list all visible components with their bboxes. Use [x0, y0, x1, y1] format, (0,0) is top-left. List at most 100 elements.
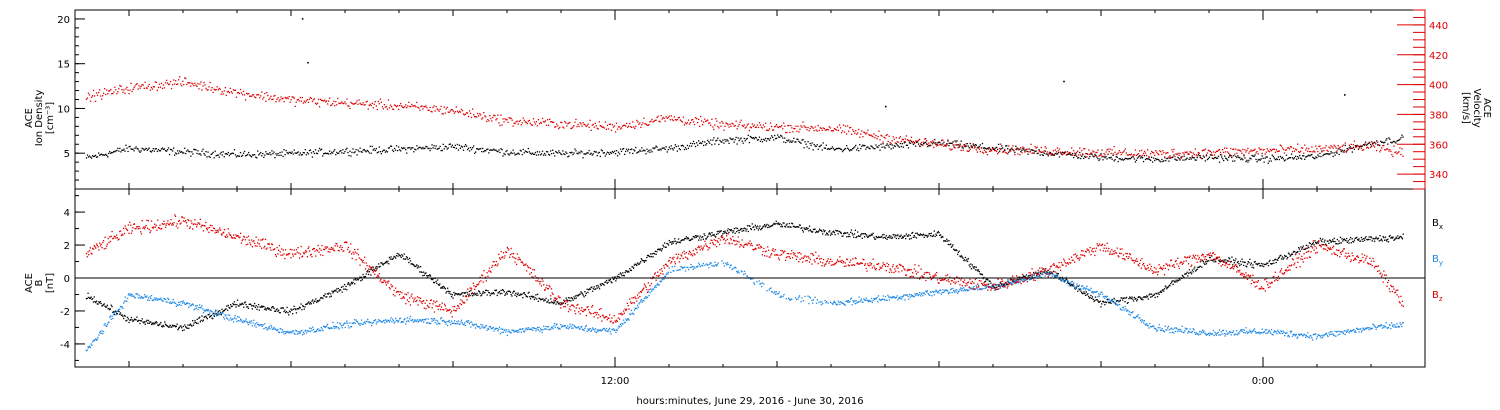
velocity-point: [792, 131, 794, 133]
density-point: [841, 150, 844, 153]
Bx-point: [606, 282, 608, 284]
velocity-point: [447, 111, 449, 113]
velocity-point: [1362, 149, 1365, 151]
velocity-point: [455, 106, 457, 108]
Bx-point: [1233, 262, 1235, 264]
Bx-point: [747, 230, 749, 233]
velocity-point: [1082, 153, 1084, 155]
velocity-point: [724, 125, 726, 127]
Bx-point: [787, 226, 789, 228]
Bx-point: [590, 287, 592, 289]
velocity-point: [473, 114, 475, 116]
density-point: [335, 154, 337, 156]
Bx-point: [895, 237, 897, 240]
Bx-point: [1072, 283, 1074, 285]
By-point: [146, 295, 148, 297]
Bx-point: [128, 321, 130, 324]
velocity-point: [786, 131, 788, 134]
Bx-point: [1115, 300, 1118, 302]
Bx-point: [115, 310, 117, 312]
Bx-point: [650, 255, 653, 258]
velocity-point: [534, 123, 537, 125]
Bx-point: [1394, 238, 1397, 240]
Bx-point: [1379, 235, 1381, 237]
By-point: [130, 295, 133, 297]
Bx-point: [122, 315, 124, 318]
Bx-point: [466, 291, 468, 293]
By-point: [159, 298, 161, 301]
velocity-point: [435, 105, 437, 108]
By-point: [138, 294, 140, 297]
velocity-point: [1245, 151, 1247, 153]
Bx-point: [1396, 237, 1398, 239]
density-point: [716, 139, 718, 141]
Bx-point: [941, 235, 943, 238]
velocity-point: [611, 124, 614, 126]
Bx-point: [669, 241, 671, 243]
density-point: [289, 151, 291, 154]
density-outlier: [1063, 80, 1065, 83]
Bx-point: [767, 224, 770, 226]
velocity-point: [886, 134, 888, 136]
By-point: [359, 324, 361, 327]
velocity-point: [598, 121, 600, 123]
velocity-point: [1030, 143, 1032, 145]
velocity-point: [235, 96, 238, 98]
Bx-point: [657, 248, 660, 251]
By-point: [561, 325, 563, 327]
By-point: [267, 327, 270, 329]
velocity-point: [1142, 152, 1145, 155]
By-point: [113, 312, 115, 314]
Bx-point: [333, 290, 336, 292]
velocity-point: [941, 144, 943, 146]
Bx-point: [866, 235, 868, 237]
density-point: [1331, 152, 1333, 154]
Bx-point: [1195, 269, 1197, 271]
density-point: [1197, 153, 1199, 156]
density-point: [1008, 151, 1010, 153]
Bx-point: [835, 229, 837, 232]
By-point: [150, 297, 152, 300]
density-point: [645, 153, 647, 155]
Bx-point: [428, 275, 430, 277]
Bx-point: [1390, 237, 1392, 239]
velocity-point: [1150, 153, 1152, 155]
density-point: [124, 150, 126, 152]
velocity-point: [196, 85, 198, 87]
velocity-point: [514, 122, 516, 125]
Bx-point: [781, 226, 784, 228]
By-point: [403, 319, 405, 321]
density-point: [423, 148, 425, 150]
By-point: [135, 293, 137, 295]
Bx-point: [1287, 252, 1290, 254]
density-point: [1099, 158, 1101, 160]
density-point: [981, 142, 984, 145]
density-point: [149, 150, 151, 152]
By-point: [221, 312, 223, 314]
density-point: [478, 148, 480, 151]
density-point: [384, 151, 387, 153]
By-point: [225, 315, 227, 317]
By-point: [190, 304, 192, 307]
Bx-point: [1003, 283, 1005, 286]
density-point: [392, 150, 395, 153]
Bx-point: [690, 239, 692, 241]
density-point: [1030, 149, 1032, 151]
Bx-point: [398, 253, 400, 255]
velocity-point: [423, 105, 425, 108]
velocity-point: [861, 130, 863, 132]
density-point: [881, 146, 883, 148]
density-point: [497, 151, 499, 153]
velocity-point: [560, 121, 562, 123]
density-point: [464, 144, 467, 146]
Bx-point: [1036, 275, 1038, 277]
density-point: [901, 143, 903, 145]
Bx-point: [155, 321, 157, 323]
velocity-point: [310, 97, 313, 100]
density-point: [648, 149, 650, 151]
velocity-point: [193, 85, 195, 87]
velocity-point: [1401, 148, 1403, 150]
velocity-point: [1001, 148, 1003, 150]
density-point: [941, 139, 943, 142]
density-point: [1141, 157, 1144, 159]
